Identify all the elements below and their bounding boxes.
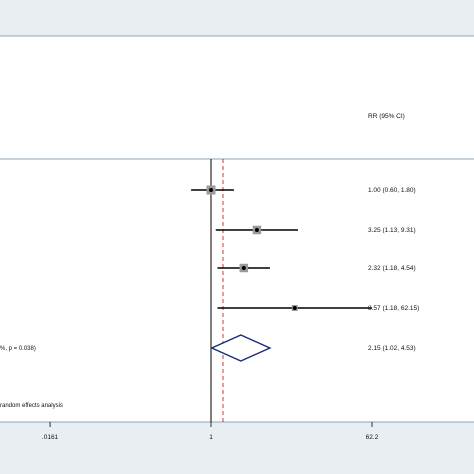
chart-marks: 1.00 (0.60, 1.80) 3.25 (1.13, 9.31) 2.32 (… [42,159,419,441]
ci-label: 3.25 (1.13, 9.31) [368,227,416,234]
pooled-ci-label: 2.15 (1.02, 4.53) [368,345,416,352]
footnote: random effects analysis [0,403,63,409]
column-header: RR (95% CI) [368,113,405,120]
ci-label: 8.57 (1.18, 62.15) [368,305,419,312]
heterogeneity-text: %, p = 0.038) [0,346,36,352]
ci-label: 1.00 (0.60, 1.80) [368,187,416,194]
pooled-diamond [210,334,272,362]
x-tick-label: .0161 [42,434,59,441]
point-estimate [209,188,213,192]
point-estimate [292,306,297,310]
point-estimate [241,266,246,270]
x-tick-label: 62.2 [366,434,379,441]
ci-label: 2.32 (1.18, 4.54) [368,265,416,272]
point-estimate [254,228,259,232]
x-tick-label: 1 [209,434,213,441]
